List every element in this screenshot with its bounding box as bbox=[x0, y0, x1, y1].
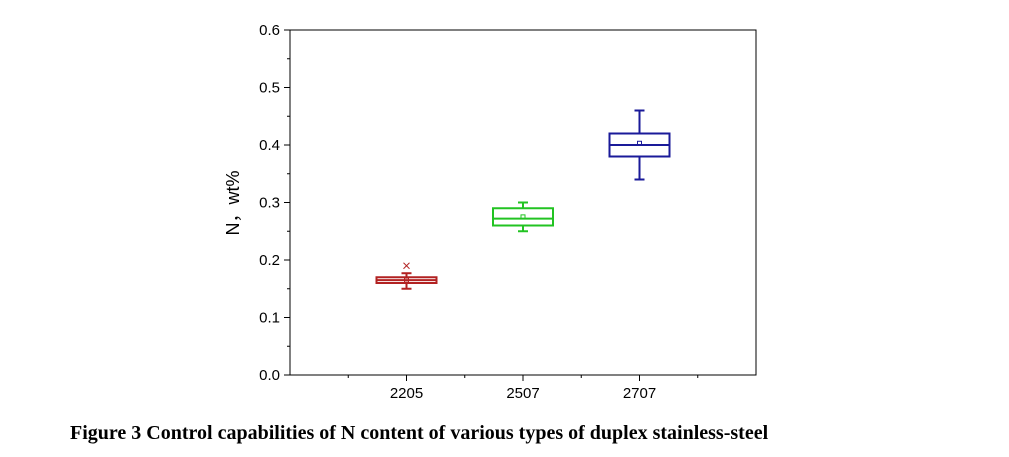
mean-marker bbox=[404, 277, 409, 283]
box-2507 bbox=[492, 201, 554, 233]
y-axis-label: N，wt% bbox=[223, 170, 243, 235]
y-tick-label: 0.1 bbox=[259, 310, 280, 327]
box-2205 bbox=[375, 262, 438, 290]
figure-caption: Figure 3 Control capabilities of N conte… bbox=[70, 422, 769, 444]
x-tick-label: 2707 bbox=[623, 385, 656, 402]
mean-marker bbox=[520, 214, 526, 220]
y-tick-label: 0.0 bbox=[259, 367, 280, 384]
outlier-marker bbox=[403, 262, 410, 270]
outlier-stroke bbox=[403, 262, 410, 270]
box-series bbox=[375, 109, 671, 290]
y-tick-label: 0.4 bbox=[259, 137, 280, 154]
y-tick-label: 0.2 bbox=[259, 252, 280, 269]
x-axis-ticks: 2205 2507 2707 bbox=[347, 375, 699, 402]
x-tick-label: 2205 bbox=[390, 385, 423, 402]
y-axis-ticks: 0.0 0.1 0.2 0.3 0.4 0.5 0.6 bbox=[259, 22, 290, 384]
y-tick-label: 0.3 bbox=[259, 195, 280, 212]
box-2707 bbox=[608, 109, 671, 181]
mean-marker bbox=[637, 140, 642, 146]
y-tick-label: 0.6 bbox=[259, 22, 280, 39]
y-tick-label: 0.5 bbox=[259, 80, 280, 97]
box-iqr bbox=[492, 207, 554, 227]
box-plot-chart: 0.0 0.1 0.2 0.3 0.4 0.5 0.6 2205 2507 2707 N，wt% bbox=[223, 22, 757, 402]
x-tick-label: 2507 bbox=[506, 385, 539, 402]
